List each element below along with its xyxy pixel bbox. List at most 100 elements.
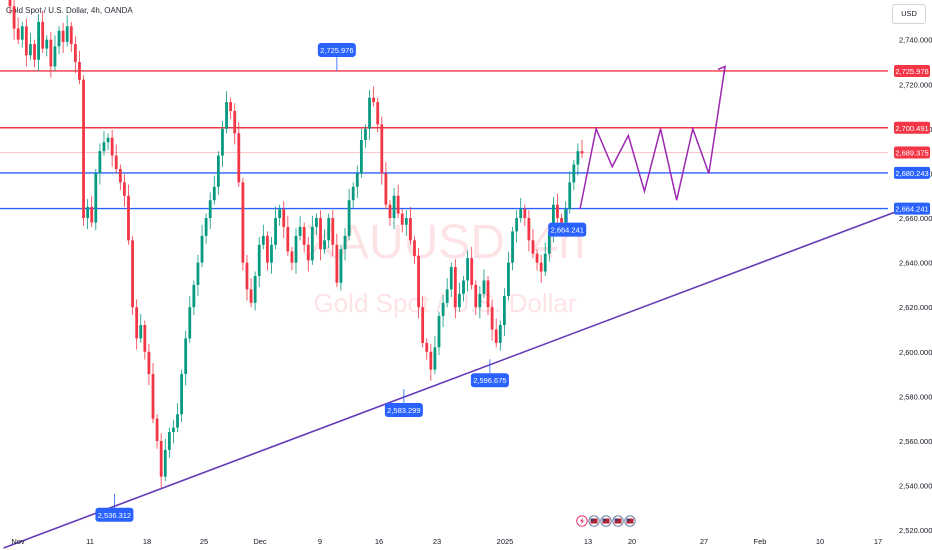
candle-body	[90, 206, 94, 223]
candle-body	[560, 218, 563, 223]
candle-body	[310, 226, 314, 261]
x-axis-tick-label: Dec	[253, 537, 267, 546]
candle-body	[359, 140, 363, 174]
candle-body	[351, 186, 355, 201]
candle-body	[200, 235, 204, 263]
candle-body	[478, 293, 482, 308]
candle-body	[188, 307, 192, 339]
candle-body	[343, 235, 347, 250]
candle-body	[515, 218, 519, 232]
candle-body	[535, 253, 539, 263]
candle-body	[69, 26, 73, 45]
candle-body	[33, 44, 36, 60]
candle-body	[572, 164, 576, 183]
candle-body	[180, 374, 183, 415]
candle-body	[552, 204, 555, 232]
candle-body	[65, 26, 69, 42]
candle-body	[114, 155, 118, 169]
price-level-badge	[894, 202, 930, 215]
candle-body	[163, 449, 167, 477]
candle-body	[364, 128, 367, 140]
candle-body	[57, 30, 61, 47]
candle-body	[396, 195, 400, 214]
candle-body	[294, 235, 298, 263]
candle-body	[278, 209, 282, 219]
candle-body	[78, 61, 81, 80]
candle-body	[568, 182, 572, 210]
y-axis-tick-label: 2,620.000	[899, 303, 932, 312]
x-axis-tick-label: 25	[200, 537, 208, 546]
price-level-badge	[894, 146, 930, 159]
candle-body	[172, 427, 175, 433]
candle-body	[102, 142, 106, 152]
support-trendline	[3, 208, 904, 549]
candle-body	[241, 182, 245, 263]
point-callout-label: 2,725.976	[320, 46, 353, 55]
flag-stripes	[602, 518, 610, 524]
candle-body	[298, 226, 302, 236]
candle-body	[49, 39, 53, 67]
candle-body	[323, 240, 326, 250]
y-axis-tick-label: 2,740.000	[899, 36, 932, 45]
point-callout-label: 2,596.675	[473, 376, 506, 385]
y-axis-tick-label: 2,600.000	[899, 348, 932, 357]
candle-body	[302, 226, 306, 245]
candle-body	[143, 325, 147, 352]
candle-body	[372, 97, 376, 103]
candle-body	[208, 200, 212, 219]
candle-body	[335, 244, 339, 283]
candle-body	[212, 186, 216, 201]
candle-body	[225, 102, 228, 129]
candle-body	[511, 231, 514, 263]
symbol-watermark: XAUUSD, 4h Gold Spot / U.S. Dollar	[305, 216, 585, 318]
candle-body	[159, 440, 163, 477]
x-axis-tick-label: 10	[816, 537, 824, 546]
candle-body	[417, 255, 420, 308]
watermark-name: Gold Spot / U.S. Dollar	[314, 288, 577, 318]
candle-body	[433, 347, 437, 370]
chart-header-title: Gold Spot / U.S. Dollar, 4h, OANDA	[6, 6, 133, 15]
point-callout-box	[470, 373, 509, 388]
candle-body	[331, 218, 335, 245]
x-axis-tick-label: 18	[143, 537, 151, 546]
candle-body	[519, 209, 523, 219]
x-axis-tick-label: 23	[433, 537, 441, 546]
y-axis-tick-label: 2,660.000	[899, 214, 932, 223]
candle-body	[547, 231, 551, 254]
y-axis-tick-label: 2,540.000	[899, 482, 932, 491]
flag-canton	[602, 518, 606, 522]
price-level-badge-label: 2,700.491	[895, 124, 928, 133]
point-callout-label: 2,664.241	[551, 226, 584, 235]
candle-body	[229, 102, 233, 112]
candle-body	[245, 262, 249, 290]
candle-body	[184, 338, 188, 375]
y-axis-tick-label: 2,720.000	[899, 80, 932, 89]
candlestick-series	[8, 0, 584, 488]
x-axis-tick-label: 13	[584, 537, 592, 546]
candle-body	[380, 124, 384, 174]
candle-body	[413, 240, 416, 256]
candle-body	[176, 414, 179, 428]
candle-body	[253, 276, 257, 303]
price-level-badge	[894, 64, 930, 77]
flag-canton	[590, 518, 594, 522]
candle-body	[261, 235, 265, 245]
currency-button[interactable]: USD	[892, 4, 926, 24]
candle-body	[123, 182, 126, 196]
candle-body	[355, 173, 359, 187]
candle-body	[576, 151, 580, 165]
projection-arrow-head	[717, 65, 726, 75]
candle-body	[16, 28, 20, 40]
candle-body	[462, 280, 465, 294]
candle-body	[155, 418, 159, 441]
candle-body	[543, 253, 547, 272]
candle-body	[274, 218, 277, 245]
candle-body	[400, 213, 404, 225]
candle-body	[384, 173, 388, 205]
x-axis-tick-label: 2025	[497, 537, 514, 546]
candle-body	[347, 200, 351, 236]
candle-body	[29, 44, 32, 56]
candle-body	[24, 26, 28, 56]
candle-body	[118, 168, 122, 183]
